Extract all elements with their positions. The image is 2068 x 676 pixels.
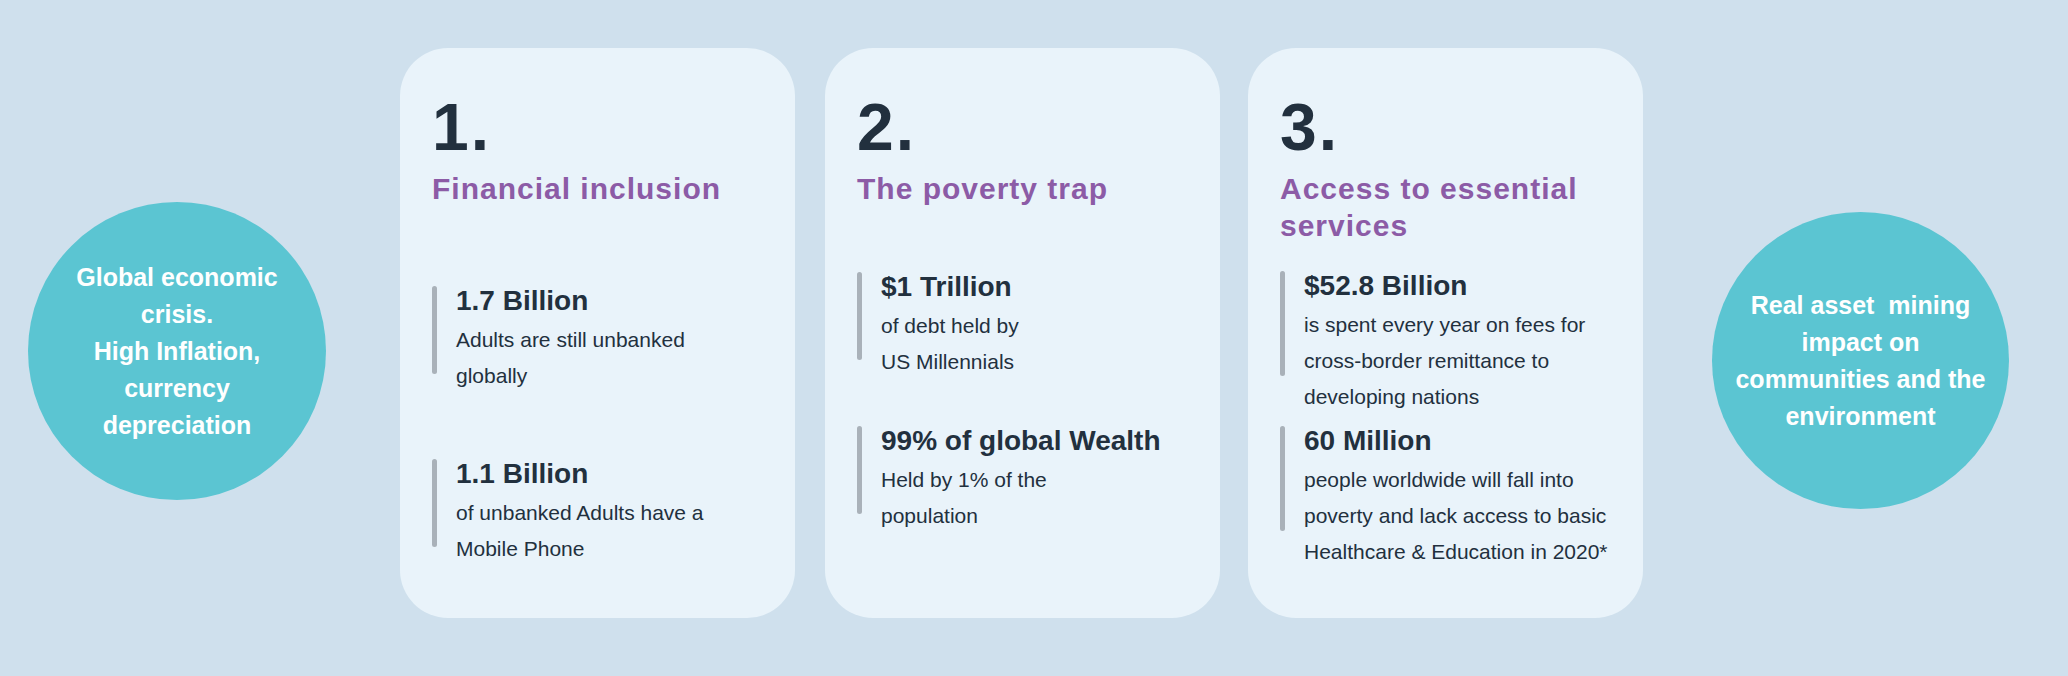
stat-accent-bar — [857, 426, 862, 514]
stat-block: 1.7 Billion Adults are still unbanked gl… — [432, 284, 779, 394]
stat-block: $52.8 Billion is spent every year on fee… — [1280, 269, 1627, 415]
stat-description: Held by 1% of the population — [881, 462, 1161, 534]
card-access-services: 3. Access to essential services $52.8 Bi… — [1248, 48, 1643, 618]
stat-value: 1.7 Billion — [456, 284, 685, 317]
stat-block: $1 Trillion of debt held by US Millennia… — [857, 270, 1204, 380]
stat-accent-bar — [432, 459, 437, 547]
card-poverty-trap: 2. The poverty trap $1 Trillion of debt … — [825, 48, 1220, 618]
card-title: Financial inclusion — [432, 170, 779, 207]
right-bubble: Real asset mining impact on communities … — [1712, 212, 2009, 509]
stat-value: 99% of global Wealth — [881, 424, 1161, 457]
card-title: The poverty trap — [857, 170, 1204, 207]
stat-description: of unbanked Adults have a Mobile Phone — [456, 495, 704, 567]
card-number: 1. — [432, 92, 779, 162]
stat-accent-bar — [857, 272, 862, 360]
stat-description: is spent every year on fees for cross-bo… — [1304, 307, 1585, 415]
stat-value: $1 Trillion — [881, 270, 1019, 303]
left-bubble: Global economic crisis. High Inflation, … — [28, 202, 326, 500]
stat-accent-bar — [1280, 271, 1285, 376]
stat-block: 60 Million people worldwide will fall in… — [1280, 424, 1627, 570]
card-number: 3. — [1280, 92, 1627, 162]
right-bubble-text: Real asset mining impact on communities … — [1735, 287, 1985, 435]
stat-block: 99% of global Wealth Held by 1% of the p… — [857, 424, 1204, 534]
stat-accent-bar — [1280, 426, 1285, 531]
card-title: Access to essential services — [1280, 170, 1627, 244]
left-bubble-text: Global economic crisis. High Inflation, … — [76, 259, 277, 444]
card-financial-inclusion: 1. Financial inclusion 1.7 Billion Adult… — [400, 48, 795, 618]
stat-value: 60 Million — [1304, 424, 1608, 457]
card-number: 2. — [857, 92, 1204, 162]
stat-description: people worldwide will fall into poverty … — [1304, 462, 1608, 570]
stat-value: 1.1 Billion — [456, 457, 704, 490]
stat-value: $52.8 Billion — [1304, 269, 1585, 302]
stat-description: of debt held by US Millennials — [881, 308, 1019, 380]
stat-description: Adults are still unbanked globally — [456, 322, 685, 394]
stat-block: 1.1 Billion of unbanked Adults have a Mo… — [432, 457, 779, 567]
stat-accent-bar — [432, 286, 437, 374]
